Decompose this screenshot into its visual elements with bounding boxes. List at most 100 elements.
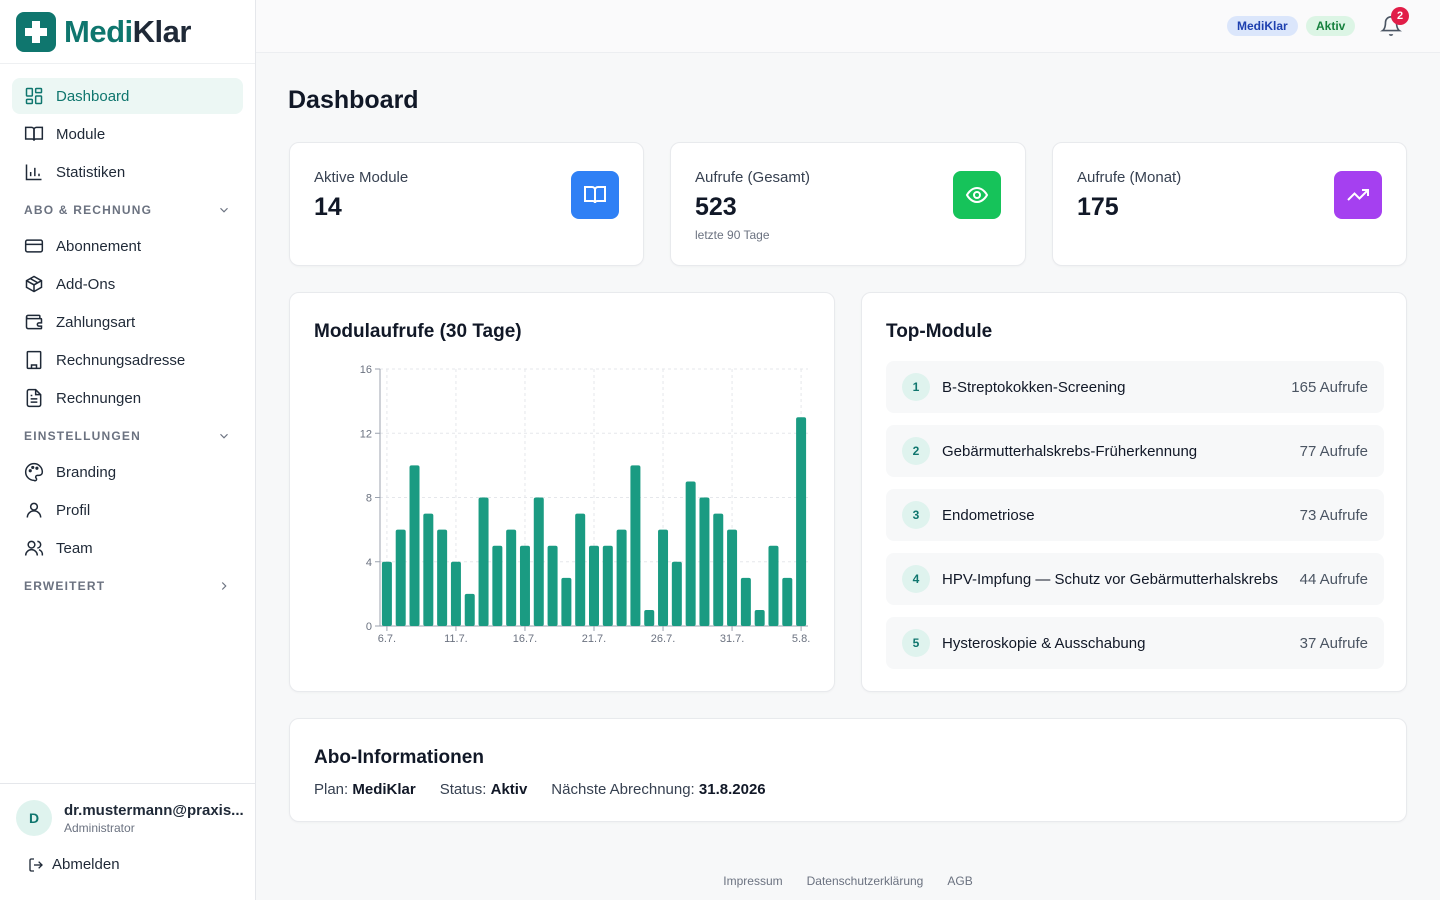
footer-link-impressum[interactable]: Impressum — [723, 874, 783, 888]
sidebar-item-team[interactable]: Team — [12, 530, 243, 566]
stat-value: 523 — [695, 193, 737, 221]
footer-link-datenschutz[interactable]: Datenschutzerklärung — [806, 874, 924, 888]
user-icon — [26, 502, 42, 518]
module-name: Endometriose — [942, 506, 1035, 524]
bar — [671, 561, 682, 626]
stat-icon-box — [571, 171, 619, 219]
avatar: D — [16, 800, 52, 836]
sidebar-item-dashboard[interactable]: Dashboard — [12, 78, 243, 114]
module-count: 165 Aufrufe — [1291, 378, 1368, 396]
section-erweitert[interactable]: ERWEITERT — [12, 568, 243, 604]
file-text-icon — [26, 388, 42, 408]
bar — [381, 561, 392, 626]
bar — [506, 529, 517, 626]
topbar: MediKlar Aktiv 2 — [256, 0, 1440, 53]
list-item[interactable]: 1 B-Streptokokken-Screening 165 Aufrufe — [886, 361, 1384, 413]
module-name: HPV-Impfung — Schutz vor Gebärmutterhals… — [942, 570, 1278, 588]
sidebar-item-label: Module — [56, 125, 106, 143]
bar — [713, 513, 724, 626]
chart-title: Modulaufrufe (30 Tage) — [314, 321, 522, 342]
sidebar: MediKlar Dashboard Module Statistiken AB… — [0, 0, 256, 900]
stat-card-aufrufe-gesamt: Aufrufe (Gesamt) 523 letzte 90 Tage — [670, 142, 1026, 266]
bar — [561, 577, 572, 626]
bar — [519, 545, 530, 626]
abo-title: Abo-Informationen — [314, 747, 484, 768]
layout-grid-icon — [25, 87, 43, 105]
logout-button[interactable]: Abmelden — [28, 856, 120, 873]
stat-value: 14 — [314, 193, 342, 221]
sidebar-item-abonnement[interactable]: Abonnement — [12, 228, 243, 264]
bar — [450, 561, 461, 626]
bar — [685, 481, 696, 626]
sidebar-item-add-ons[interactable]: Add-Ons — [12, 266, 243, 302]
bar-chart-icon — [25, 164, 42, 181]
sidebar-item-rechnungen[interactable]: Rechnungen — [12, 380, 243, 416]
chevron-down-icon — [220, 207, 228, 213]
stat-label: Aufrufe (Gesamt) — [695, 169, 811, 186]
section-einstellungen[interactable]: EINSTELLUNGEN — [12, 418, 243, 454]
bar — [437, 529, 448, 626]
y-tick-label: 0 — [366, 621, 372, 633]
bar-chart: 0 4 8 12 16 6.7. 11.7. 16.7. 21.7. 26.7. 31.7. 5.8. — [360, 364, 811, 645]
list-item[interactable]: 4 HPV-Impfung — Schutz vor Gebärmutterha… — [886, 553, 1384, 605]
page-title: Dashboard — [288, 86, 419, 114]
stat-value: 175 — [1077, 193, 1119, 221]
bar — [644, 609, 655, 626]
sidebar-item-label: Statistiken — [56, 163, 126, 181]
rank-badge: 5 — [902, 629, 930, 657]
sidebar-item-label: Dashboard — [56, 87, 130, 105]
list-item[interactable]: 2 Gebärmutterhalskrebs-Früherkennung 77 … — [886, 425, 1384, 477]
sidebar-item-zahlungsart[interactable]: Zahlungsart — [12, 304, 243, 340]
bell-icon[interactable] — [1380, 15, 1402, 37]
user-info[interactable]: D dr.mustermann@praxis... Administrator — [16, 800, 244, 836]
status-badge: Aktiv — [1306, 16, 1356, 36]
brand-name: MediKlar — [64, 13, 191, 49]
abo-status: Status: Aktiv — [439, 781, 528, 798]
stat-subtitle: letzte 90 Tage — [695, 228, 770, 242]
top-modules-list: 1 B-Streptokokken-Screening 165 Aufrufe … — [886, 361, 1384, 681]
rank-badge: 4 — [902, 565, 930, 593]
x-tick-label: 31.7. — [720, 633, 744, 645]
book-open-icon — [24, 126, 44, 141]
list-item[interactable]: 3 Endometriose 73 Aufrufe — [886, 489, 1384, 541]
y-tick-label: 4 — [366, 557, 372, 569]
y-tick-label: 12 — [360, 428, 372, 440]
sidebar-item-rechnungsadresse[interactable]: Rechnungsadresse — [12, 342, 243, 378]
top-modules-title: Top-Module — [886, 321, 993, 342]
sidebar-nav: Dashboard Module Statistiken ABO & RECHN… — [12, 78, 243, 604]
trending-up-icon — [1347, 189, 1369, 201]
x-tick-label: 26.7. — [651, 633, 675, 645]
footer: Impressum Datenschutzerklärung AGB — [256, 874, 1440, 888]
building-icon — [26, 350, 42, 370]
sidebar-item-profil[interactable]: Profil — [12, 492, 243, 528]
section-abo-rechnung[interactable]: ABO & RECHNUNG — [12, 192, 243, 228]
user-email: dr.mustermann@praxis... — [64, 801, 244, 819]
list-item[interactable]: 5 Hysteroskopie & Ausschabung 37 Aufrufe — [886, 617, 1384, 669]
footer-link-agb[interactable]: AGB — [947, 874, 973, 888]
module-name: Gebärmutterhalskrebs-Früherkennung — [942, 442, 1198, 460]
bar — [727, 529, 738, 626]
chevron-down-icon — [220, 433, 228, 439]
bar — [658, 529, 669, 626]
sidebar-item-branding[interactable]: Branding — [12, 454, 243, 490]
sidebar-item-label: Rechnungen — [56, 389, 142, 407]
top-modules-card: Top-Module 1 B-Streptokokken-Screening 1… — [861, 292, 1407, 692]
bar — [547, 545, 558, 626]
palette-icon — [24, 462, 44, 482]
credit-card-icon — [24, 239, 44, 253]
brand[interactable]: MediKlar — [0, 0, 255, 64]
wallet-icon — [25, 314, 43, 330]
user-area: D dr.mustermann@praxis... Administrator … — [0, 783, 255, 900]
module-count: 73 Aufrufe — [1299, 506, 1368, 524]
chart-card: Modulaufrufe (30 Tage) 0 4 8 12 16 6.7. 11.7. 1… — [289, 292, 835, 692]
bar — [464, 593, 475, 626]
bar — [492, 545, 503, 626]
sidebar-item-statistiken[interactable]: Statistiken — [12, 154, 243, 190]
bar — [699, 497, 710, 626]
rank-badge: 1 — [902, 373, 930, 401]
y-tick-label: 8 — [366, 493, 372, 505]
sidebar-item-module[interactable]: Module — [12, 116, 243, 152]
bar — [589, 545, 599, 626]
sidebar-item-label: Zahlungsart — [56, 313, 136, 331]
bar — [478, 497, 489, 626]
